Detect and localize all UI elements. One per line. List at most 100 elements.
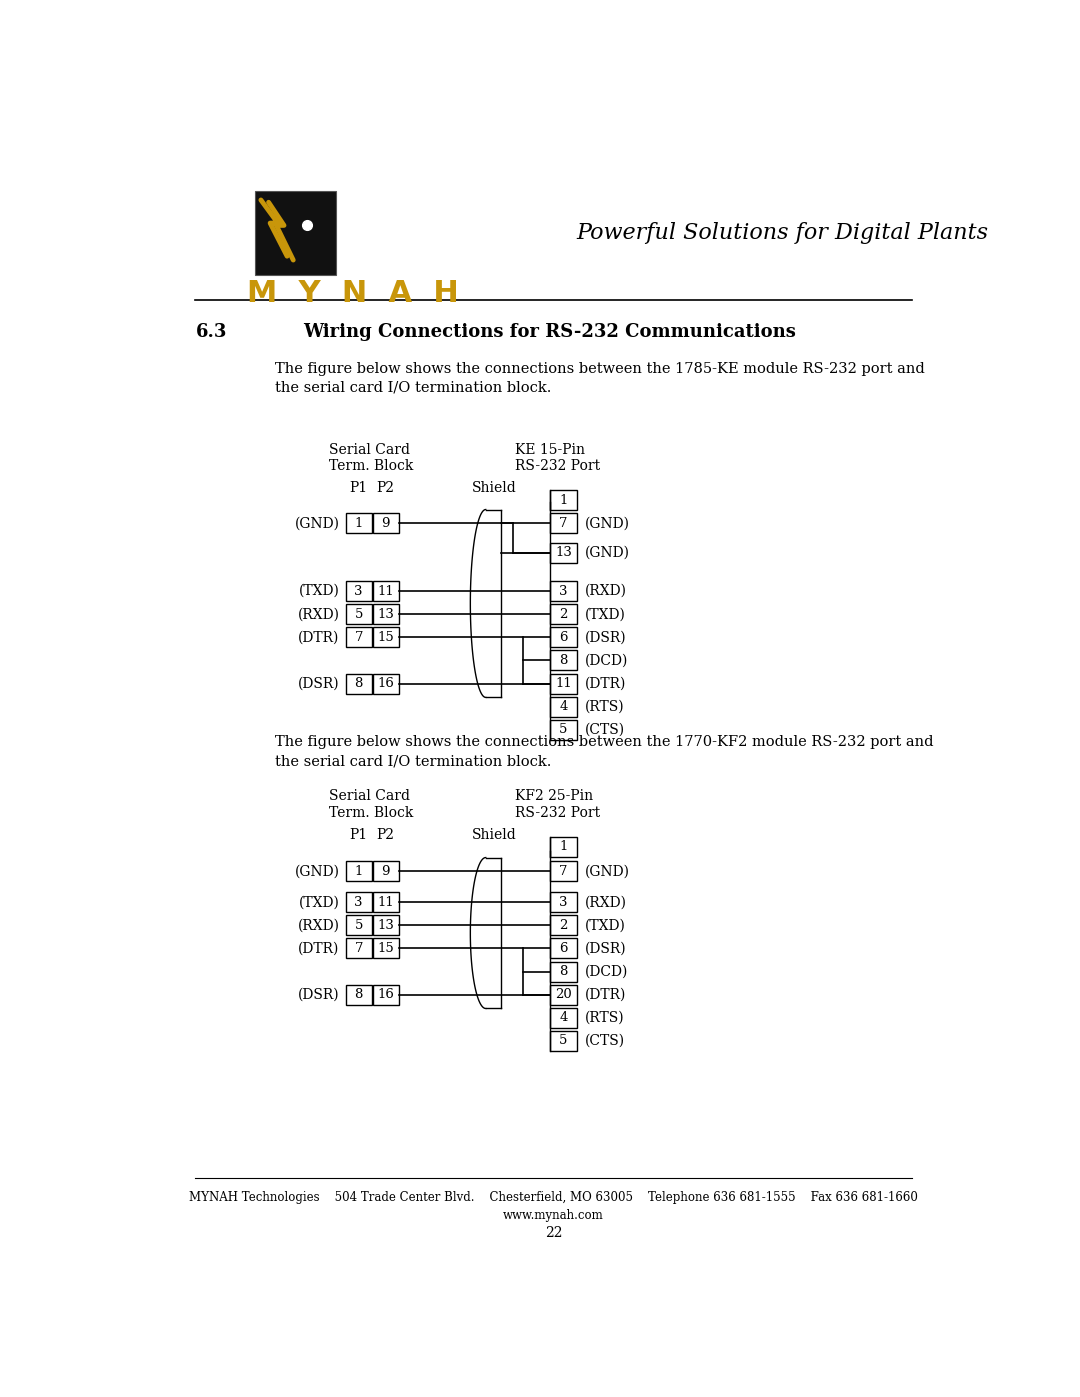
Text: The figure below shows the connections between the 1785-KE module RS-232 port an: The figure below shows the connections b…	[274, 362, 924, 376]
Text: P2: P2	[377, 827, 394, 841]
Text: 1: 1	[559, 493, 568, 507]
Bar	[346, 915, 372, 936]
Bar	[550, 697, 578, 717]
Bar	[550, 513, 578, 534]
Text: 3: 3	[354, 584, 363, 598]
Bar	[550, 673, 578, 693]
Bar	[346, 627, 372, 647]
Bar	[550, 1007, 578, 1028]
Text: (RTS): (RTS)	[585, 700, 624, 714]
Text: (GND): (GND)	[295, 865, 339, 879]
Bar	[346, 939, 372, 958]
Text: 13: 13	[377, 608, 394, 620]
Text: Term. Block: Term. Block	[328, 806, 413, 820]
Text: (TXD): (TXD)	[298, 584, 339, 598]
Text: (TXD): (TXD)	[298, 895, 339, 909]
Text: 5: 5	[559, 1034, 568, 1048]
Bar	[550, 581, 578, 601]
Bar	[373, 985, 399, 1004]
Text: 11: 11	[377, 584, 394, 598]
Text: 3: 3	[559, 584, 568, 598]
Text: (DTR): (DTR)	[585, 676, 626, 690]
Bar	[373, 513, 399, 534]
Text: 5: 5	[354, 919, 363, 932]
Text: 13: 13	[555, 546, 572, 559]
Text: 1: 1	[354, 865, 363, 877]
Text: 1: 1	[354, 517, 363, 529]
Text: RS-232 Port: RS-232 Port	[515, 460, 600, 474]
Text: (RXD): (RXD)	[585, 584, 627, 598]
Text: 1: 1	[559, 840, 568, 854]
Text: (RXD): (RXD)	[297, 608, 339, 622]
Text: (GND): (GND)	[585, 517, 630, 531]
Text: (DSR): (DSR)	[585, 630, 626, 644]
Text: 2: 2	[559, 919, 568, 932]
Text: 15: 15	[377, 631, 394, 644]
Text: 8: 8	[559, 965, 568, 978]
Bar	[346, 673, 372, 693]
Bar	[373, 581, 399, 601]
Text: (DSR): (DSR)	[298, 676, 339, 690]
Text: Term. Block: Term. Block	[328, 460, 413, 474]
Text: 9: 9	[381, 517, 390, 529]
Text: 5: 5	[559, 724, 568, 736]
Bar	[373, 939, 399, 958]
Text: 22: 22	[544, 1227, 563, 1241]
Text: Serial Card: Serial Card	[328, 443, 409, 457]
Text: 20: 20	[555, 988, 572, 1002]
Text: (RTS): (RTS)	[585, 1010, 624, 1025]
Text: (GND): (GND)	[585, 546, 630, 560]
Bar	[550, 490, 578, 510]
Bar	[373, 893, 399, 912]
Text: (RXD): (RXD)	[585, 895, 627, 909]
Text: 4: 4	[559, 1011, 568, 1024]
Text: 5: 5	[354, 608, 363, 620]
Text: (DCD): (DCD)	[585, 964, 629, 978]
Text: 8: 8	[354, 988, 363, 1002]
Bar	[550, 915, 578, 936]
Bar	[346, 513, 372, 534]
Text: 6: 6	[559, 942, 568, 956]
Bar	[550, 627, 578, 647]
Text: P1: P1	[350, 827, 368, 841]
Text: (CTS): (CTS)	[585, 722, 625, 736]
Text: 16: 16	[377, 988, 394, 1002]
Text: 8: 8	[354, 678, 363, 690]
Text: 3: 3	[559, 895, 568, 908]
Text: (DTR): (DTR)	[298, 630, 339, 644]
Text: (DTR): (DTR)	[585, 988, 626, 1002]
Text: (DCD): (DCD)	[585, 654, 629, 668]
Text: 7: 7	[354, 942, 363, 956]
Text: (DTR): (DTR)	[298, 942, 339, 956]
Bar	[550, 605, 578, 624]
Text: RS-232 Port: RS-232 Port	[515, 806, 600, 820]
Text: www.mynah.com: www.mynah.com	[503, 1208, 604, 1222]
Text: 7: 7	[559, 517, 568, 529]
Text: Shield: Shield	[472, 481, 516, 495]
Text: (DSR): (DSR)	[298, 988, 339, 1002]
Bar	[346, 985, 372, 1004]
Bar	[550, 651, 578, 671]
Text: Serial Card: Serial Card	[328, 789, 409, 803]
Text: 11: 11	[555, 678, 572, 690]
Bar	[550, 985, 578, 1004]
Text: 13: 13	[377, 919, 394, 932]
Bar	[550, 893, 578, 912]
Bar	[550, 939, 578, 958]
Bar	[373, 862, 399, 882]
Text: 7: 7	[559, 865, 568, 877]
Text: Shield: Shield	[472, 827, 516, 841]
Text: MYNAH Technologies    504 Trade Center Blvd.    Chesterfield, MO 63005    Teleph: MYNAH Technologies 504 Trade Center Blvd…	[189, 1192, 918, 1204]
Bar	[255, 191, 336, 275]
Text: Powerful Solutions for Digital Plants: Powerful Solutions for Digital Plants	[577, 222, 988, 244]
Text: P2: P2	[377, 481, 394, 495]
Text: (TXD): (TXD)	[585, 918, 626, 932]
Bar	[373, 915, 399, 936]
Text: 8: 8	[559, 654, 568, 666]
Bar	[346, 893, 372, 912]
Text: (TXD): (TXD)	[585, 608, 626, 622]
Text: 6.3: 6.3	[195, 323, 227, 341]
Text: (GND): (GND)	[585, 865, 630, 879]
Text: the serial card I/O termination block.: the serial card I/O termination block.	[274, 754, 551, 768]
Text: M  Y  N  A  H: M Y N A H	[247, 279, 459, 309]
